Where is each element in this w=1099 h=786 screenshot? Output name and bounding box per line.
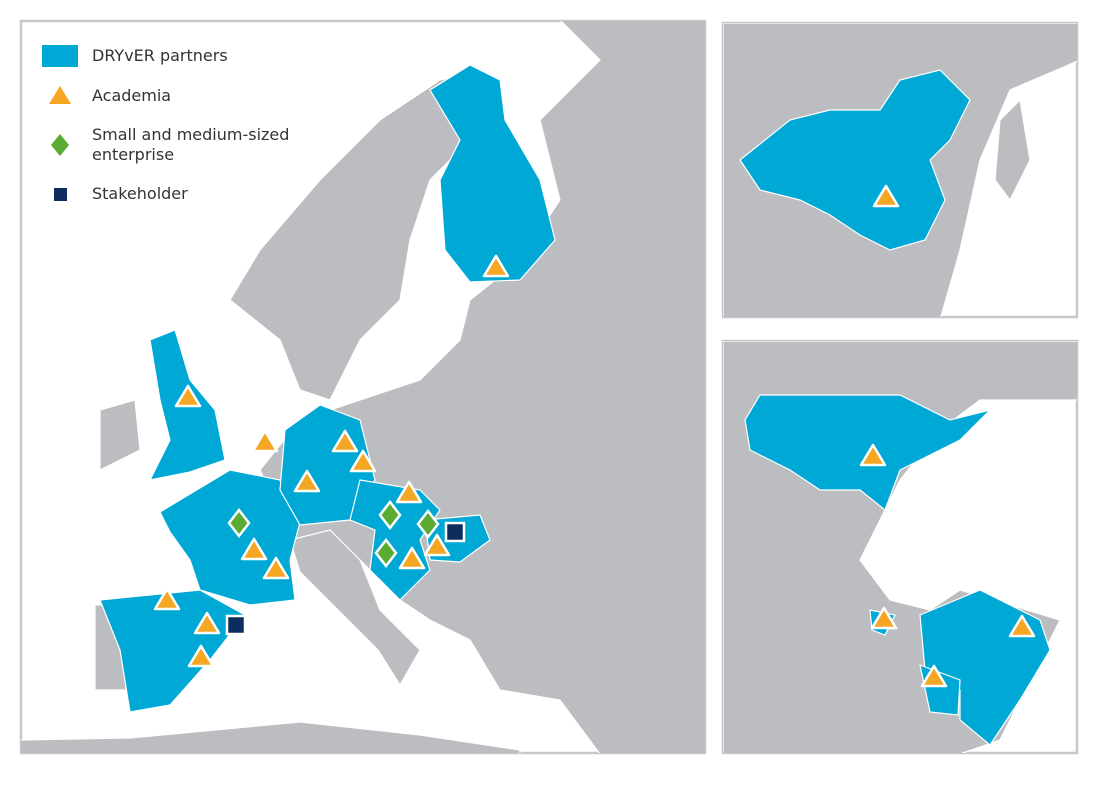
- academia-marker: [423, 533, 451, 557]
- sme-marker: [374, 537, 398, 569]
- legend-label: Academia: [92, 86, 172, 105]
- academia-marker: [482, 254, 510, 278]
- academia-marker: [251, 429, 279, 453]
- legend-swatch: [51, 134, 69, 156]
- land: [994, 98, 1031, 202]
- legend-label: Stakeholder: [92, 184, 188, 203]
- academia-marker: [872, 184, 900, 208]
- academia-marker: [153, 587, 181, 611]
- academia-marker: [859, 443, 887, 467]
- markers: [153, 184, 1036, 688]
- legend-label: Small and medium-sized enterprise: [92, 125, 290, 164]
- land: [99, 399, 141, 471]
- asia-map: [723, 23, 1077, 317]
- academia-marker: [1008, 614, 1036, 638]
- academia-marker: [262, 556, 290, 580]
- stakeholder-marker: [444, 521, 466, 543]
- country: [429, 64, 556, 283]
- legend-label: DRYvER partners: [92, 46, 228, 65]
- academia-marker: [293, 469, 321, 493]
- country: [739, 69, 971, 251]
- sme-marker: [416, 508, 440, 540]
- academia-marker: [240, 537, 268, 561]
- legend-swatch: [42, 45, 78, 67]
- stakeholder-marker: [225, 614, 247, 636]
- academia-marker: [870, 606, 898, 630]
- land: [21, 721, 521, 753]
- academia-marker: [398, 546, 426, 570]
- legend-swatch: [49, 86, 71, 104]
- academia-marker: [187, 644, 215, 668]
- legend-swatch: [54, 188, 67, 201]
- academia-marker: [349, 449, 377, 473]
- academia-marker: [331, 429, 359, 453]
- sme-marker: [227, 507, 251, 539]
- sme-marker: [378, 499, 402, 531]
- land: [289, 529, 421, 687]
- country: [159, 469, 301, 606]
- academia-marker: [395, 480, 423, 504]
- academia-marker: [174, 384, 202, 408]
- academia-marker: [193, 611, 221, 635]
- country: [349, 479, 441, 601]
- academia-marker: [920, 664, 948, 688]
- europe-map: [21, 21, 705, 753]
